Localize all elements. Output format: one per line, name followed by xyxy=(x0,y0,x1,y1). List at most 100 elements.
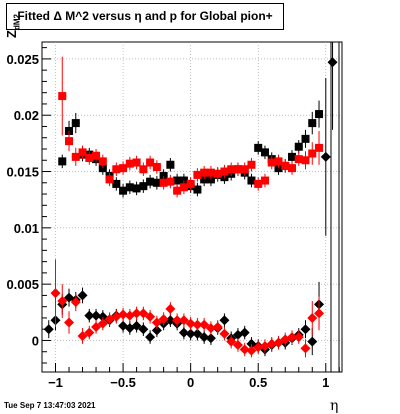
data-point-diamond xyxy=(70,297,81,308)
data-point-diamond xyxy=(178,327,189,338)
data-point-square xyxy=(139,165,148,174)
data-point-square xyxy=(281,161,290,170)
data-point-diamond xyxy=(165,303,176,314)
data-point-diamond xyxy=(205,323,216,334)
data-point-diamond xyxy=(50,288,61,299)
data-point-square xyxy=(159,178,168,187)
data-point-diamond xyxy=(77,290,88,301)
timestamp: Tue Sep 7 13:47:03 2021 xyxy=(4,401,96,410)
data-point-square xyxy=(288,152,296,161)
x-tick-label: −1 xyxy=(48,375,63,390)
data-point-diamond xyxy=(232,339,243,350)
data-point-diamond xyxy=(327,57,338,68)
data-point-diamond xyxy=(300,324,311,335)
data-point-diamond xyxy=(185,318,196,329)
data-point-diamond xyxy=(320,151,331,162)
x-tick-label: 0 xyxy=(187,375,194,390)
data-point-square xyxy=(186,179,195,188)
data-point-square xyxy=(152,163,161,172)
data-point-diamond xyxy=(205,333,216,344)
data-point-diamond xyxy=(219,328,230,339)
data-point-diamond xyxy=(300,343,311,354)
data-point-diamond xyxy=(199,332,210,343)
data-point-diamond xyxy=(212,321,223,332)
data-point-diamond xyxy=(118,320,129,331)
data-point-square xyxy=(166,160,175,169)
data-point-diamond xyxy=(307,312,318,323)
data-point-diamond xyxy=(118,309,129,320)
data-point-square xyxy=(179,183,188,192)
data-point-diamond xyxy=(165,315,176,326)
data-point-square xyxy=(294,142,303,151)
data-point-square xyxy=(65,137,74,146)
data-point-square xyxy=(119,164,128,173)
x-tick-label: 1 xyxy=(322,375,329,390)
data-point-square xyxy=(112,179,121,188)
y-tick-label: 0 xyxy=(32,333,39,348)
data-point-square xyxy=(125,159,134,168)
data-point-diamond xyxy=(293,332,304,343)
data-point-square xyxy=(193,170,202,179)
data-point-square xyxy=(254,179,263,188)
data-point-square xyxy=(200,168,209,177)
data-point-diamond xyxy=(239,344,250,355)
y-tick-label: 0.01 xyxy=(14,221,39,236)
data-point-square xyxy=(132,184,141,193)
data-point-square xyxy=(78,148,87,157)
data-point-diamond xyxy=(307,336,318,347)
data-point-diamond xyxy=(219,315,230,326)
data-point-square xyxy=(173,176,182,185)
data-point-square xyxy=(152,178,161,187)
data-point-diamond xyxy=(145,332,156,343)
y-axis-label: ZdM2 xyxy=(4,14,22,38)
data-point-square xyxy=(132,158,141,167)
data-point-diamond xyxy=(64,317,75,328)
data-point-square xyxy=(92,151,101,160)
data-point-diamond xyxy=(91,310,102,321)
x-tick-label: −0.5 xyxy=(110,375,136,390)
data-point-square xyxy=(227,165,236,174)
data-point-square xyxy=(125,183,134,192)
data-point-diamond xyxy=(266,338,277,349)
data-point-square xyxy=(294,155,303,164)
y-tick-label: 0.025 xyxy=(6,52,39,67)
title-box: Fitted Δ M^2 versus η and p for Global p… xyxy=(6,3,284,30)
data-point-diamond xyxy=(246,345,257,356)
data-point-square xyxy=(315,143,324,152)
data-point-square xyxy=(288,164,296,173)
data-point-diamond xyxy=(43,324,54,335)
data-point-diamond xyxy=(185,328,196,339)
data-point-square xyxy=(220,167,229,176)
data-point-diamond xyxy=(91,321,102,332)
y-axis-label-main: Z xyxy=(4,30,19,38)
data-point-square xyxy=(315,110,324,119)
data-point-square xyxy=(267,158,276,167)
data-point-square xyxy=(139,182,148,191)
data-point-diamond xyxy=(172,315,183,326)
data-point-square xyxy=(71,152,80,161)
data-point-square xyxy=(254,143,263,152)
data-points xyxy=(43,42,338,358)
data-point-square xyxy=(112,165,121,174)
chart-title: Fitted Δ M^2 versus η and p for Global p… xyxy=(17,9,273,23)
y-tick-label: 0.015 xyxy=(6,165,39,180)
data-point-square xyxy=(166,177,175,186)
axes: −1 −0.5 0 0.5 1 0 0.005 0.01 0.015 0.02 0.025 xyxy=(6,47,340,390)
data-point-diamond xyxy=(287,332,297,343)
data-point-square xyxy=(193,185,202,194)
data-point-diamond xyxy=(314,308,325,319)
data-point-square xyxy=(247,176,256,185)
data-point-diamond xyxy=(226,336,237,347)
data-point-square xyxy=(213,169,222,178)
data-point-diamond xyxy=(178,315,189,326)
data-point-square xyxy=(260,176,269,185)
data-point-square xyxy=(146,158,155,167)
data-point-diamond xyxy=(273,337,284,348)
data-point-square xyxy=(301,134,310,143)
series-3 xyxy=(50,259,325,358)
data-point-diamond xyxy=(57,296,68,307)
x-axis-label: η xyxy=(330,398,339,414)
data-point-square xyxy=(274,157,283,166)
data-point-diamond xyxy=(192,328,203,339)
data-point-diamond xyxy=(145,311,156,322)
